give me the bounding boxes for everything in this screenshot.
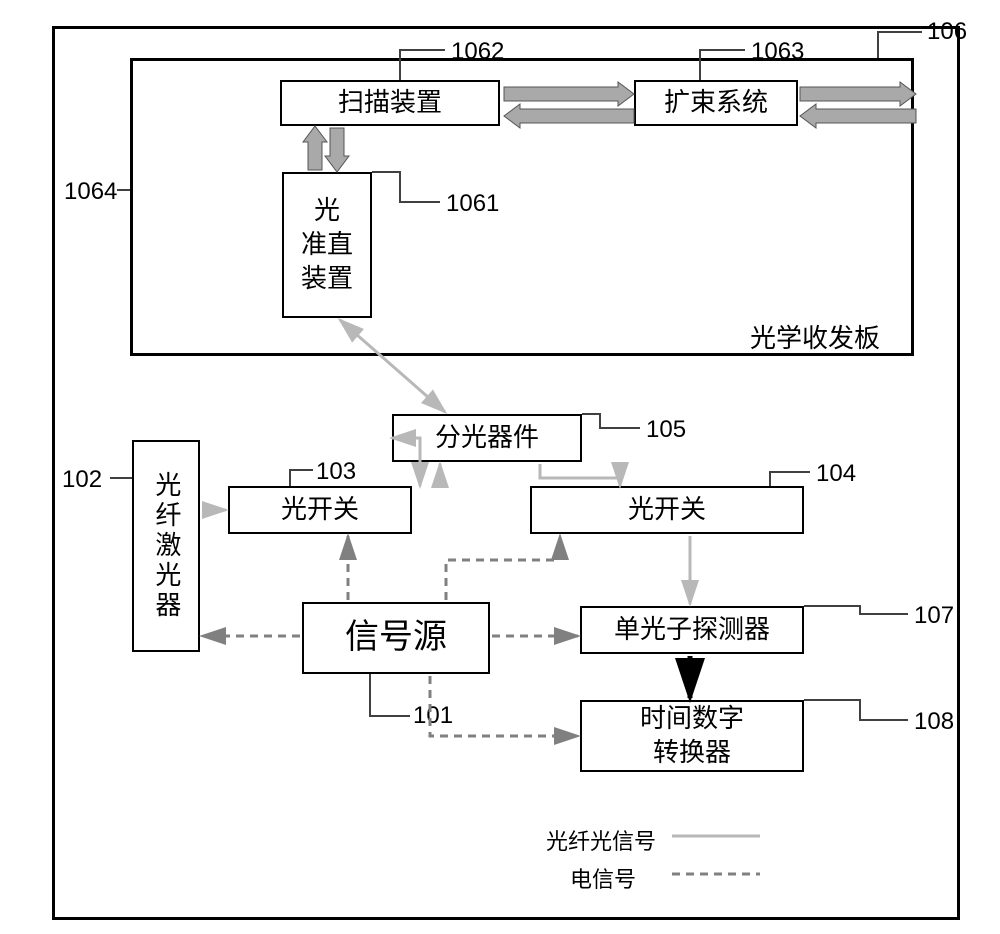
box-tdc-text: 时间数字 转换器 [640, 702, 744, 770]
label-107: 107 [914, 602, 954, 630]
label-102: 102 [62, 466, 102, 494]
box-tdc: 时间数字 转换器 [580, 700, 804, 772]
box-source-text: 信号源 [345, 616, 447, 660]
label-106: 106 [927, 18, 967, 46]
box-expand: 扩束系统 [634, 80, 798, 126]
label-1063: 1063 [751, 38, 804, 66]
box-sw2: 光开关 [530, 486, 804, 534]
diagram-canvas: 光学收发板 扫描装置 扩束系统 光 准直 装置 光纤激光器 光开关 光开关 分光… [0, 0, 1000, 934]
box-laser-text: 光纤激光器 [149, 471, 183, 621]
legend-fiber-label: 光纤光信号 [546, 824, 656, 856]
box-sw1-text: 光开关 [281, 493, 359, 527]
label-101: 101 [413, 702, 453, 730]
box-laser: 光纤激光器 [132, 440, 200, 652]
label-1061: 1061 [446, 190, 499, 218]
box-detector: 单光子探测器 [580, 606, 804, 654]
legend-elec-label: 电信号 [570, 862, 636, 894]
box-detector-text: 单光子探测器 [614, 613, 770, 647]
label-105: 105 [646, 416, 686, 444]
optical-board-caption: 光学收发板 [750, 318, 880, 355]
box-scan: 扫描装置 [280, 80, 500, 126]
label-103: 103 [316, 458, 356, 486]
label-1064: 1064 [64, 178, 117, 206]
box-source: 信号源 [302, 602, 490, 674]
box-splitter: 分光器件 [392, 414, 582, 462]
box-collimate-text: 光 准直 装置 [301, 194, 353, 295]
box-sw2-text: 光开关 [628, 493, 706, 527]
label-1062: 1062 [451, 38, 504, 66]
label-104: 104 [816, 460, 856, 488]
box-collimate: 光 准直 装置 [282, 172, 372, 318]
box-sw1: 光开关 [228, 486, 412, 534]
legend-fiber-text: 光纤光信号 [546, 824, 656, 856]
box-splitter-text: 分光器件 [435, 421, 539, 455]
box-scan-text: 扫描装置 [338, 86, 442, 120]
box-expand-text: 扩束系统 [664, 86, 768, 120]
optical-board-caption-text: 光学收发板 [750, 318, 880, 355]
legend-elec-text: 电信号 [570, 862, 636, 894]
label-108: 108 [914, 708, 954, 736]
